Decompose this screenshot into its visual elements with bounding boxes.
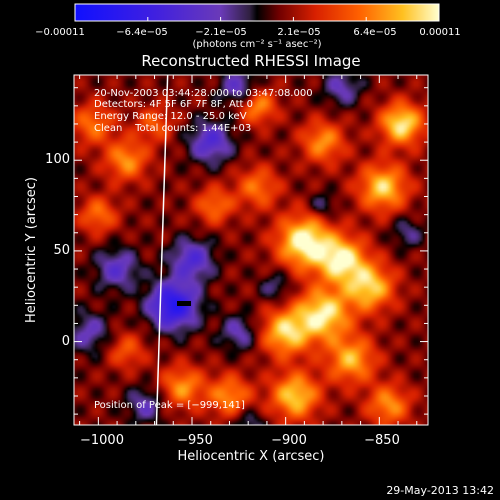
colorbar-units: (photons cm⁻² s⁻¹ asec⁻²) bbox=[192, 39, 321, 50]
colorbar-ticks bbox=[74, 17, 440, 21]
annotation-peak: Position of Peak = [−999,141] bbox=[94, 400, 245, 411]
footer-date: 29-May-2013 13:42 bbox=[386, 484, 494, 497]
annotation-time-range: 20-Nov-2003 03:44:28.000 to 03:47:08.000 bbox=[94, 88, 313, 99]
colorbar bbox=[74, 3, 440, 22]
axis-ticks bbox=[74, 75, 428, 425]
annotation-method-counts: Clean Total counts: 1.44E+03 bbox=[94, 123, 251, 134]
colorbar-tick-label-4: 6.4e−05 bbox=[353, 27, 396, 38]
y-axis-label: Heliocentric Y (arcsec) bbox=[24, 177, 39, 323]
plot-area bbox=[74, 75, 428, 425]
y-tick-label-2: 100 bbox=[45, 152, 70, 167]
y-tick-label-1: 50 bbox=[53, 243, 70, 258]
annotation-detectors: Detectors: 4F 5F 6F 7F 8F, Att 0 bbox=[94, 99, 253, 110]
colorbar-tick-label-2: −2.1e−05 bbox=[195, 27, 247, 38]
chart-title: Reconstructed RHESSI Image bbox=[141, 52, 360, 70]
heatmap-image bbox=[74, 75, 428, 425]
y-tick-label-0: 0 bbox=[62, 334, 70, 349]
colorbar-tick-label-5: 0.00011 bbox=[419, 27, 460, 38]
colorbar-tick-label-1: −6.4e−05 bbox=[116, 27, 168, 38]
x-tick-label-3: −850 bbox=[364, 433, 400, 448]
peak-marker bbox=[177, 301, 191, 306]
colorbar-tick-label-3: 2.1e−05 bbox=[277, 27, 320, 38]
x-tick-label-1: −950 bbox=[177, 433, 213, 448]
plot-frame bbox=[73, 74, 429, 426]
x-tick-label-0: −1000 bbox=[80, 433, 124, 448]
x-tick-label-2: −900 bbox=[271, 433, 307, 448]
x-axis-label: Heliocentric X (arcsec) bbox=[178, 449, 325, 464]
annotation-energy-range: Energy Range: 12.0 - 25.0 keV bbox=[94, 111, 247, 122]
solar-limb-line bbox=[155, 75, 169, 425]
colorbar-tick-label-0: −0.00011 bbox=[35, 27, 85, 38]
